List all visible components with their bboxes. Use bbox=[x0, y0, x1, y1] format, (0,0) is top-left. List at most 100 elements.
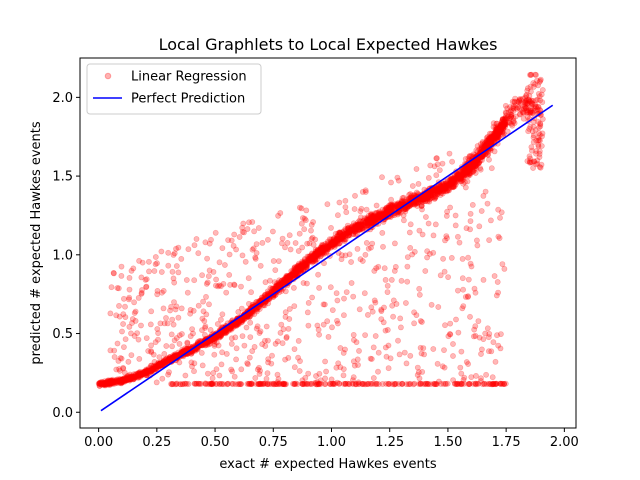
scatter-point bbox=[397, 201, 404, 207]
scatter-point bbox=[392, 263, 399, 270]
scatter-point bbox=[163, 315, 169, 321]
scatter-point bbox=[126, 377, 133, 384]
scatter-point bbox=[444, 208, 450, 215]
scatter-point bbox=[362, 189, 369, 195]
scatter-point bbox=[435, 184, 442, 190]
scatter-point bbox=[384, 282, 391, 289]
scatter-point bbox=[439, 160, 446, 167]
scatter-point bbox=[486, 237, 492, 243]
scatter-point bbox=[334, 317, 340, 324]
scatter-point bbox=[120, 321, 126, 327]
scatter-point bbox=[303, 263, 310, 269]
scatter-point bbox=[465, 254, 471, 261]
scatter-point bbox=[491, 148, 498, 155]
scatter-point bbox=[219, 311, 226, 318]
scatter-point bbox=[406, 203, 413, 210]
scatter-point bbox=[156, 361, 163, 368]
scatter-point bbox=[370, 213, 377, 220]
scatter-point bbox=[110, 378, 116, 385]
scatter-point bbox=[495, 134, 502, 141]
scatter-point bbox=[151, 268, 158, 274]
scatter-point bbox=[416, 198, 423, 205]
scatter-point bbox=[430, 346, 437, 352]
scatter-point bbox=[198, 349, 205, 356]
scatter-point bbox=[223, 329, 230, 335]
scatter-point bbox=[416, 291, 423, 298]
scatter-point bbox=[256, 364, 262, 371]
scatter-point bbox=[481, 144, 488, 151]
scatter-point bbox=[238, 366, 245, 373]
scatter-point bbox=[152, 363, 159, 370]
scatter-point bbox=[417, 380, 424, 387]
scatter-point bbox=[459, 305, 466, 312]
scatter-point bbox=[440, 183, 446, 190]
scatter-point bbox=[189, 363, 195, 370]
scatter-point bbox=[441, 347, 447, 353]
scatter-point bbox=[317, 249, 324, 256]
scatter-point bbox=[356, 226, 363, 233]
scatter-point bbox=[407, 221, 414, 228]
scatter-point bbox=[494, 125, 500, 132]
scatter-point bbox=[323, 368, 329, 375]
scatter-point bbox=[435, 304, 442, 310]
scatter-point bbox=[466, 163, 473, 170]
scatter-point bbox=[209, 375, 216, 382]
scatter-point bbox=[123, 375, 130, 382]
scatter-point bbox=[286, 273, 292, 280]
scatter-point bbox=[437, 187, 443, 193]
scatter-point bbox=[287, 246, 294, 253]
scatter-point bbox=[440, 188, 446, 195]
scatter-point bbox=[134, 330, 140, 336]
scatter-point bbox=[118, 263, 125, 270]
scatter-point bbox=[387, 202, 394, 209]
scatter-point bbox=[454, 176, 461, 183]
scatter-point bbox=[496, 129, 503, 136]
scatter-point bbox=[143, 335, 150, 341]
scatter-point bbox=[140, 369, 147, 375]
scatter-point bbox=[459, 173, 466, 179]
scatter-point bbox=[157, 362, 164, 369]
scatter-point bbox=[176, 340, 183, 347]
scatter-point bbox=[118, 380, 125, 387]
scatter-point bbox=[388, 196, 394, 203]
scatter-point bbox=[478, 346, 485, 353]
scatter-point bbox=[264, 290, 271, 297]
scatter-point bbox=[159, 361, 165, 367]
scatter-point bbox=[351, 225, 358, 232]
scatter-point bbox=[411, 248, 418, 255]
scatter-point bbox=[158, 269, 165, 275]
scatter-point bbox=[296, 262, 302, 268]
scatter-point bbox=[396, 351, 403, 358]
scatter-point bbox=[407, 352, 414, 359]
scatter-point bbox=[152, 339, 159, 346]
scatter-point bbox=[450, 341, 456, 347]
scatter-point bbox=[479, 157, 485, 163]
scatter-point bbox=[139, 371, 146, 377]
scatter-point bbox=[153, 379, 160, 386]
scatter-point bbox=[205, 273, 212, 280]
scatter-point bbox=[461, 167, 468, 174]
scatter-point bbox=[352, 228, 359, 235]
scatter-point bbox=[302, 374, 309, 381]
scatter-point bbox=[485, 139, 492, 146]
scatter-point bbox=[468, 161, 475, 168]
scatter-point bbox=[511, 99, 518, 106]
scatter-point bbox=[438, 183, 445, 190]
scatter-point bbox=[422, 381, 428, 388]
scatter-point bbox=[206, 301, 212, 308]
scatter-point bbox=[357, 222, 364, 229]
scatter-point bbox=[406, 229, 413, 236]
scatter-point bbox=[465, 173, 471, 180]
scatter-point bbox=[348, 280, 355, 286]
scatter-point bbox=[385, 208, 392, 215]
scatter-point bbox=[310, 241, 317, 248]
scatter-point bbox=[403, 196, 410, 203]
scatter-point bbox=[176, 359, 183, 366]
scatter-point bbox=[436, 189, 443, 196]
scatter-point bbox=[131, 299, 137, 306]
scatter-point bbox=[328, 242, 335, 248]
scatter-point bbox=[460, 376, 467, 383]
scatter-point bbox=[115, 378, 121, 385]
scatter-point bbox=[280, 326, 287, 333]
scatter-point bbox=[487, 135, 494, 142]
